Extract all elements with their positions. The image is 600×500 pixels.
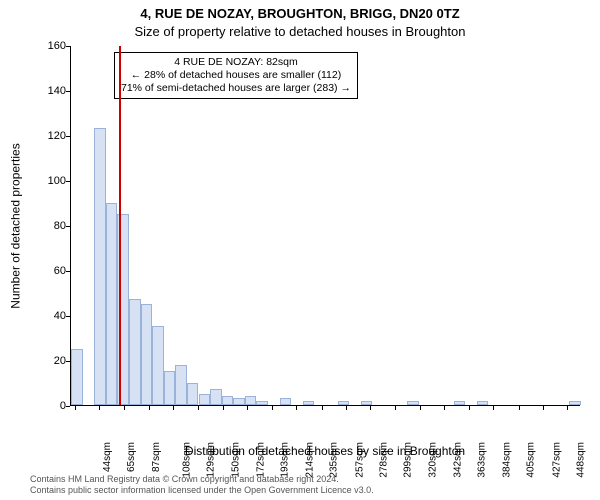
plot-area: 4 RUE DE NOZAY: 82sqm ← 28% of detached … — [70, 46, 580, 406]
x-tick-mark — [420, 406, 421, 410]
y-tick-label: 140 — [36, 85, 66, 97]
x-axis-label: Distribution of detached houses by size … — [70, 444, 580, 458]
histogram-bar — [361, 401, 373, 406]
chart-container: 4, RUE DE NOZAY, BROUGHTON, BRIGG, DN20 … — [0, 0, 600, 500]
x-tick-mark — [469, 406, 470, 410]
histogram-bar — [303, 401, 315, 406]
x-tick-mark — [75, 406, 76, 410]
histogram-bar — [141, 304, 153, 405]
y-tick-label: 100 — [36, 175, 66, 187]
histogram-bar — [199, 394, 211, 405]
footer-line2: Contains public sector information licen… — [30, 485, 374, 496]
histogram-bar — [280, 398, 292, 405]
histogram-bar — [152, 326, 164, 405]
footer-text: Contains HM Land Registry data © Crown c… — [30, 474, 374, 496]
footer-line1: Contains HM Land Registry data © Crown c… — [30, 474, 374, 485]
x-tick-mark — [346, 406, 347, 410]
histogram-bar — [187, 383, 199, 406]
y-tick-mark — [66, 406, 70, 407]
x-tick-mark — [322, 406, 323, 410]
histogram-bar — [210, 389, 222, 405]
page-subtitle: Size of property relative to detached ho… — [0, 24, 600, 39]
histogram-bar — [106, 203, 118, 406]
x-tick-mark — [223, 406, 224, 410]
y-tick-label: 160 — [36, 40, 66, 52]
y-tick-label: 60 — [36, 265, 66, 277]
x-tick-mark — [567, 406, 568, 410]
histogram-bar — [222, 396, 234, 405]
histogram-bar — [94, 128, 106, 405]
histogram-bar — [71, 349, 83, 405]
x-tick-mark — [493, 406, 494, 410]
marker-line — [119, 46, 121, 405]
x-tick-mark — [198, 406, 199, 410]
histogram-bar — [164, 371, 176, 405]
annotation-box: 4 RUE DE NOZAY: 82sqm ← 28% of detached … — [114, 52, 358, 99]
x-tick-mark — [296, 406, 297, 410]
histogram-bar — [338, 401, 350, 406]
y-axis-label: Number of detached properties — [6, 46, 26, 406]
y-tick-label: 80 — [36, 220, 66, 232]
histogram-bar — [233, 398, 245, 405]
x-tick-mark — [247, 406, 248, 410]
x-tick-mark — [124, 406, 125, 410]
histogram-bar — [477, 401, 489, 406]
x-tick-mark — [395, 406, 396, 410]
histogram-bar — [129, 299, 141, 405]
x-tick-mark — [370, 406, 371, 410]
annotation-line3: 71% of semi-detached houses are larger (… — [121, 82, 351, 95]
page-title: 4, RUE DE NOZAY, BROUGHTON, BRIGG, DN20 … — [0, 6, 600, 21]
x-tick-mark — [519, 406, 520, 410]
x-tick-mark — [173, 406, 174, 410]
histogram-bar — [454, 401, 466, 406]
annotation-line1: 4 RUE DE NOZAY: 82sqm — [121, 56, 351, 69]
x-tick-mark — [444, 406, 445, 410]
x-tick-mark — [99, 406, 100, 410]
histogram-bar — [256, 401, 268, 406]
y-tick-label: 40 — [36, 310, 66, 322]
histogram-bar — [175, 365, 187, 406]
histogram-bar — [245, 396, 257, 405]
annotation-line2: ← 28% of detached houses are smaller (11… — [121, 69, 351, 82]
histogram-bar — [569, 401, 581, 406]
x-tick-mark — [272, 406, 273, 410]
y-tick-label: 120 — [36, 130, 66, 142]
x-tick-mark — [149, 406, 150, 410]
histogram-bar — [407, 401, 419, 406]
y-tick-label: 0 — [36, 400, 66, 412]
y-tick-label: 20 — [36, 355, 66, 367]
x-tick-mark — [543, 406, 544, 410]
